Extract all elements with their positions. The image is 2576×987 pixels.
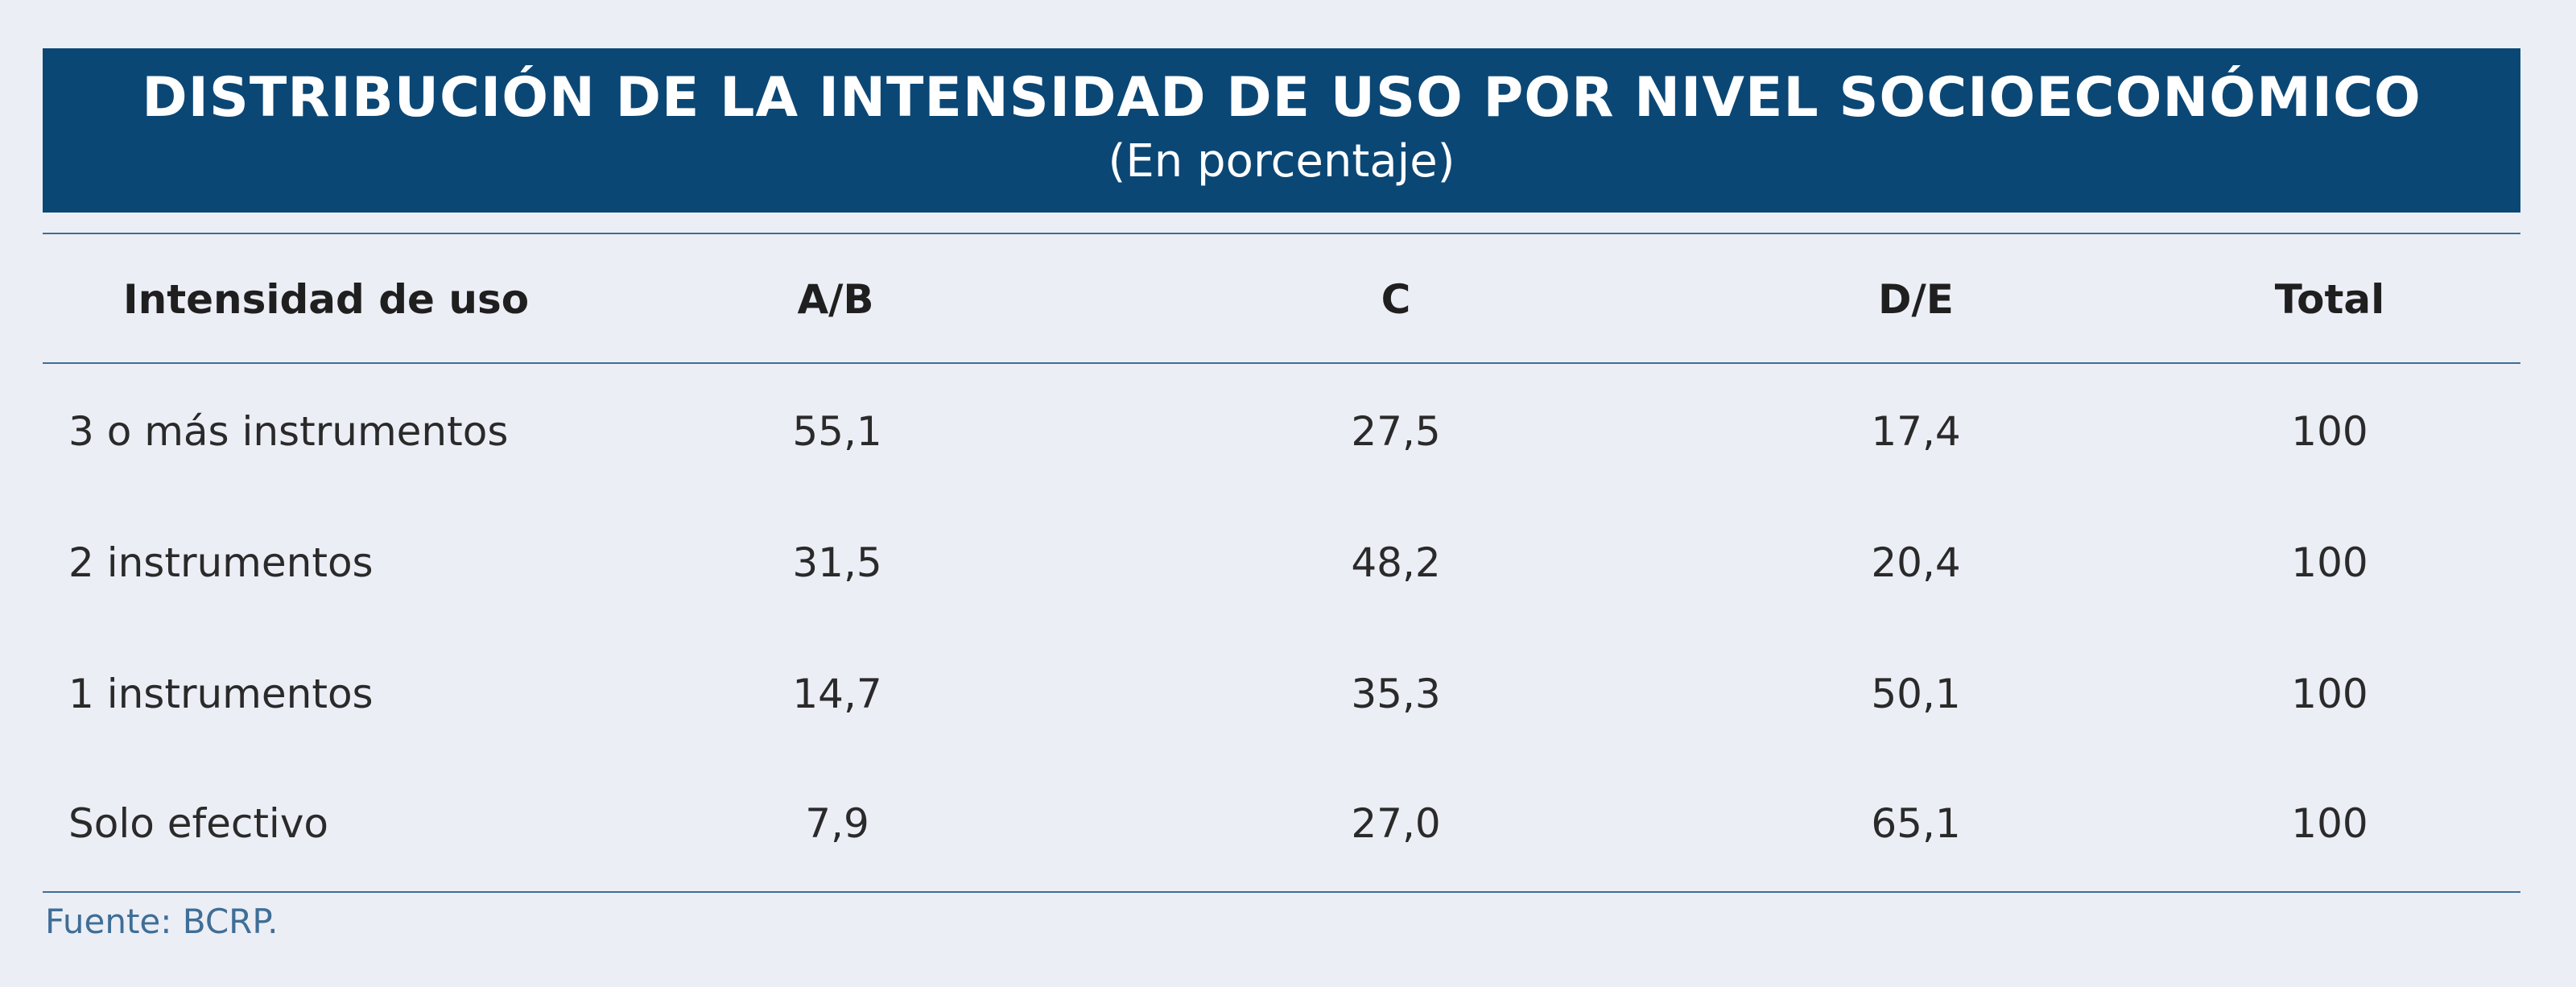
cell-r4-c: 27,0 xyxy=(1351,800,1441,847)
cell-r2-total: 100 xyxy=(2291,539,2368,586)
cell-r1-de: 17,4 xyxy=(1871,408,1961,455)
cell-r1-c: 27,5 xyxy=(1351,408,1441,455)
cell-r2-c: 48,2 xyxy=(1351,539,1441,586)
row-label-1: 3 o más instrumentos xyxy=(68,408,509,455)
column-header-de: D/E xyxy=(1878,276,1954,323)
column-header-c: C xyxy=(1381,276,1411,323)
cell-r3-ab: 14,7 xyxy=(792,671,882,717)
row-label-2: 2 instrumentos xyxy=(68,539,374,586)
cell-r1-ab: 55,1 xyxy=(792,408,882,455)
cell-r4-ab: 7,9 xyxy=(805,800,869,847)
column-header-total: Total xyxy=(2274,276,2385,323)
table-subtitle: (En porcentaje) xyxy=(1108,135,1455,188)
cell-r3-de: 50,1 xyxy=(1871,671,1961,717)
cell-r3-c: 35,3 xyxy=(1351,671,1441,717)
column-header-ab: A/B xyxy=(797,276,874,323)
table-title: DISTRIBUCIÓN DE LA INTENSIDAD DE USO POR… xyxy=(142,66,2421,130)
header-top-rule xyxy=(43,233,2520,234)
cell-r4-de: 65,1 xyxy=(1871,800,1961,847)
cell-r2-de: 20,4 xyxy=(1871,539,1961,586)
cell-r1-total: 100 xyxy=(2291,408,2368,455)
row-label-4: Solo efectivo xyxy=(68,800,328,847)
column-header-intensidad: Intensidad de uso xyxy=(123,276,530,323)
cell-r2-ab: 31,5 xyxy=(792,539,882,586)
cell-r4-total: 100 xyxy=(2291,800,2368,847)
row-label-3: 1 instrumentos xyxy=(68,671,374,717)
table-title-banner: DISTRIBUCIÓN DE LA INTENSIDAD DE USO POR… xyxy=(43,48,2520,213)
source-note: Fuente: BCRP. xyxy=(45,902,279,941)
header-bottom-rule xyxy=(43,362,2520,364)
table-bottom-rule xyxy=(43,891,2520,893)
cell-r3-total: 100 xyxy=(2291,671,2368,717)
